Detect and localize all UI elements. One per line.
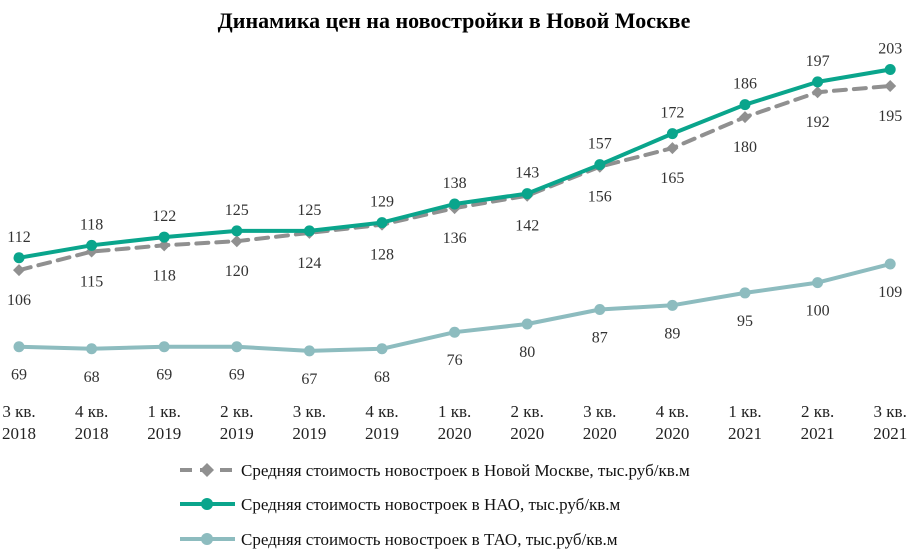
data-label: 118 — [152, 267, 175, 284]
data-label: 138 — [443, 175, 467, 192]
data-label: 122 — [152, 208, 176, 225]
data-label: 109 — [878, 284, 902, 301]
x-tick-label: 1 кв. 2019 — [147, 402, 181, 443]
data-label: 172 — [660, 105, 684, 122]
data-label: 128 — [370, 247, 394, 264]
x-tick-label: 3 кв. 2018 — [2, 402, 36, 443]
x-tick-label: 2 кв. 2019 — [220, 402, 254, 443]
data-point — [13, 341, 25, 353]
x-tick-label: 1 кв. 2021 — [728, 402, 762, 443]
x-tick-label: 3 кв. 2020 — [583, 402, 617, 443]
data-label: 87 — [592, 329, 608, 346]
data-point — [884, 63, 896, 75]
data-point — [739, 111, 751, 124]
data-point — [231, 225, 243, 237]
data-label: 68 — [84, 369, 100, 386]
data-point — [739, 287, 751, 299]
data-label: 120 — [225, 263, 249, 280]
x-tick-label: 4 кв. 2018 — [75, 402, 109, 443]
data-point — [13, 264, 25, 277]
x-tick-label: 2 кв. 2021 — [801, 402, 835, 443]
data-point — [884, 258, 896, 270]
chart-title: Динамика цен на новостройки в Новой Моск… — [217, 8, 691, 33]
x-tick-label: 1 кв. 2020 — [438, 402, 472, 443]
legend-label: Средняя стоимость новостроек в НАО, тыс.… — [241, 495, 621, 514]
data-label: 129 — [370, 194, 394, 211]
data-label: 197 — [806, 53, 830, 70]
data-label: 69 — [11, 367, 27, 384]
data-point — [158, 341, 170, 353]
data-point — [449, 326, 461, 338]
data-point — [812, 277, 824, 289]
data-label: 124 — [297, 255, 321, 272]
data-point — [303, 345, 315, 357]
data-point — [158, 231, 170, 243]
x-tick-label: 4 кв. 2020 — [655, 402, 689, 443]
data-label: 69 — [156, 367, 172, 384]
data-point — [86, 239, 98, 251]
data-label: 112 — [7, 229, 30, 246]
data-point — [666, 128, 678, 140]
x-tick-label: 3 кв. 2019 — [292, 402, 326, 443]
series-line-2 — [17, 262, 893, 353]
legend-marker — [201, 533, 213, 545]
data-label: 95 — [737, 313, 753, 330]
x-tick-label: 3 кв. 2021 — [873, 402, 907, 443]
data-point — [13, 252, 25, 264]
data-point — [812, 76, 824, 88]
data-point — [594, 303, 606, 315]
legend-marker — [200, 463, 214, 477]
data-label: 157 — [588, 136, 612, 153]
data-point — [666, 142, 679, 155]
data-label: 165 — [660, 170, 684, 187]
data-label: 143 — [515, 165, 539, 182]
data-label: 76 — [447, 352, 463, 369]
data-label: 89 — [664, 325, 680, 342]
data-label: 69 — [229, 367, 245, 384]
data-label: 156 — [588, 189, 612, 206]
data-label: 195 — [878, 108, 902, 125]
data-label: 68 — [374, 369, 390, 386]
data-label: 186 — [733, 76, 757, 93]
data-point — [594, 159, 606, 171]
data-point — [376, 217, 388, 229]
data-point — [230, 235, 243, 248]
data-label: 100 — [806, 303, 830, 320]
legend-label: Средняя стоимость новостроек в ТАО, тыс.… — [241, 530, 618, 549]
data-point — [449, 198, 461, 210]
x-tick-label: 4 кв. 2019 — [365, 402, 399, 443]
data-label: 67 — [301, 371, 317, 388]
data-point — [811, 86, 824, 99]
data-point — [521, 188, 533, 200]
data-label: 192 — [806, 114, 830, 131]
data-label: 142 — [515, 218, 539, 235]
legend-marker — [201, 498, 213, 510]
data-point — [231, 341, 243, 353]
data-label: 203 — [878, 40, 902, 57]
data-point — [521, 318, 533, 330]
data-label: 125 — [225, 202, 249, 219]
x-tick-label: 2 кв. 2020 — [510, 402, 544, 443]
data-point — [303, 225, 315, 237]
data-label: 180 — [733, 139, 757, 156]
data-point — [739, 99, 751, 111]
data-label: 118 — [80, 216, 103, 233]
legend-label: Средняя стоимость новостроек в Новой Мос… — [241, 461, 690, 480]
data-label: 106 — [7, 292, 31, 309]
data-label: 80 — [519, 344, 535, 361]
data-label: 136 — [443, 230, 467, 247]
data-point — [158, 239, 171, 252]
data-point — [666, 299, 678, 311]
data-point — [376, 343, 388, 355]
data-point — [884, 80, 897, 93]
data-label: 115 — [80, 274, 103, 291]
data-label: 125 — [297, 202, 321, 219]
data-point — [86, 343, 98, 355]
